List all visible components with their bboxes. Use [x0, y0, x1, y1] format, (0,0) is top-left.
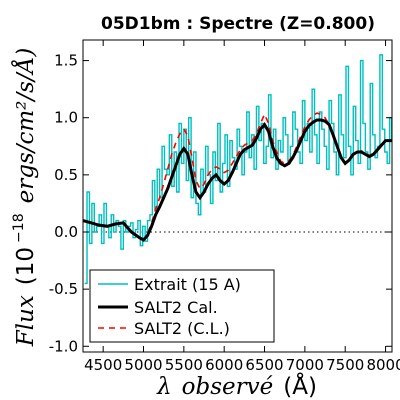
- y-label-flux: Flux: [13, 295, 39, 347]
- x-tick-label: 7000: [286, 356, 324, 374]
- plot-series-layer: [83, 54, 392, 285]
- x-tick-label: 8000: [366, 356, 400, 374]
- y-tick-label: 0.0: [54, 223, 78, 241]
- y-axis-ticks: -1.0 -0.5 0.0 0.5 1.0 1.5: [49, 52, 392, 355]
- svg-text:Flux (10 −18: Flux (10 −18 ergs/cm²/s/Å): [10, 48, 39, 348]
- y-label-exponent: −18: [11, 213, 27, 243]
- series-salt2-cal-model: [83, 118, 392, 242]
- chart-title: 05D1bm : Spectre (Z=0.800): [101, 14, 375, 34]
- x-axis-label: λ observé (Å): [156, 372, 317, 400]
- svg-text:λ observé (Å): λ observé (Å): [156, 372, 317, 400]
- x-tick-label: 6500: [245, 356, 283, 374]
- legend-label-salt2-cl: SALT2 (C.L.): [134, 319, 230, 338]
- y-label-scale: (10: [13, 247, 39, 285]
- x-label-word: observé: [182, 374, 274, 400]
- legend-label-extrait: Extrait (15 A): [134, 275, 241, 294]
- x-axis-ticks: 4500 5000 5500 6000 6500 7000 7500 8000: [84, 40, 400, 374]
- series-extrait-spectrum: [84, 54, 392, 285]
- x-tick-label: 6000: [205, 356, 243, 374]
- x-label-unit: (Å): [283, 372, 317, 400]
- x-tick-label: 4500: [84, 356, 122, 374]
- legend-label-salt2-cal: SALT2 Cal.: [134, 298, 218, 317]
- y-axis-label: Flux (10 −18 ergs/cm²/s/Å): [10, 48, 39, 348]
- legend: Extrait (15 A) SALT2 Cal. SALT2 (C.L.): [89, 269, 275, 343]
- x-tick-label: 5500: [165, 356, 203, 374]
- y-tick-label: -0.5: [49, 280, 78, 298]
- x-label-lambda: λ: [156, 374, 172, 400]
- y-tick-label: 0.5: [54, 166, 78, 184]
- plot-frame: [82, 39, 393, 353]
- series-salt2-cl-model: [83, 112, 392, 242]
- x-tick-label: 7500: [326, 356, 364, 374]
- y-tick-label: 1.5: [54, 52, 78, 70]
- y-label-units: ergs/cm²/s/Å): [11, 48, 39, 204]
- y-tick-label: -1.0: [49, 337, 78, 355]
- y-tick-label: 1.0: [54, 109, 78, 127]
- x-tick-label: 5000: [124, 356, 162, 374]
